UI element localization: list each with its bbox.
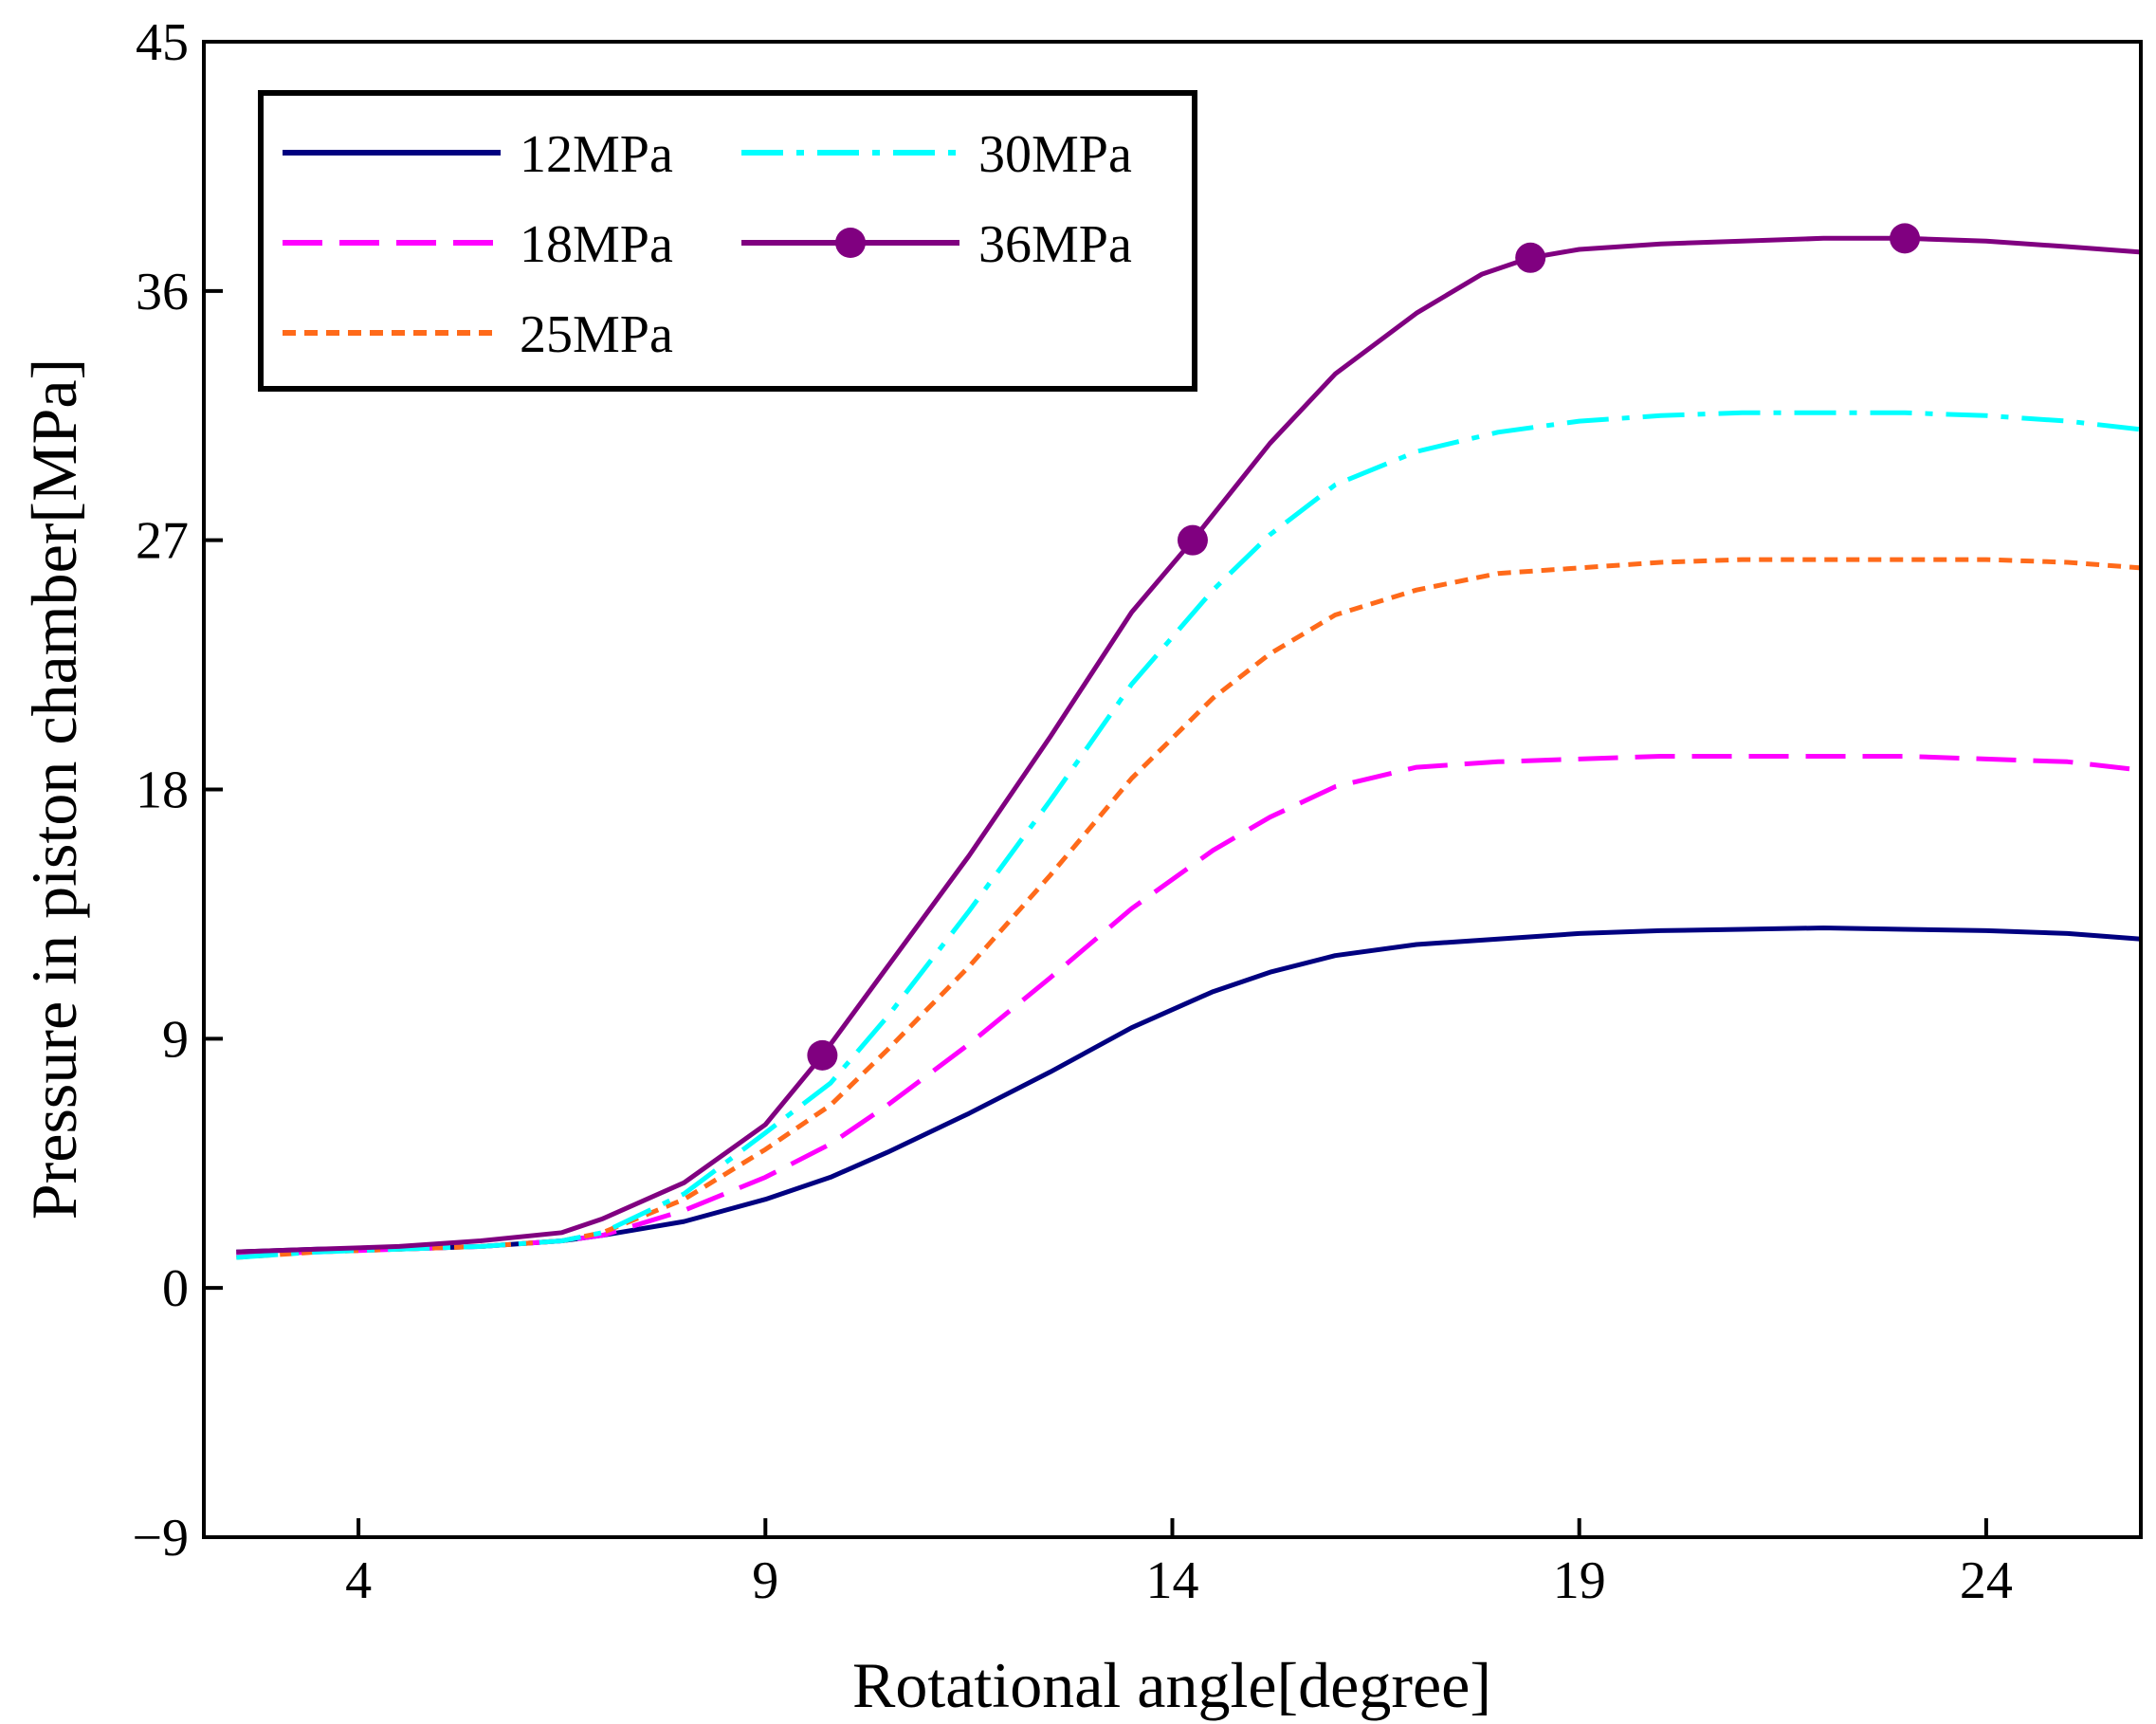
y-tick-label-18: 18 xyxy=(136,761,189,820)
x-axis-title: Rotational angle[degree] xyxy=(852,1649,1491,1721)
x-tick-label-24: 24 xyxy=(1960,1551,2013,1610)
series-line-30mpa xyxy=(236,410,2142,1260)
tick-layer: 4 9 14 19 24 −9 0 9 18 27 36 45 xyxy=(132,13,2012,1610)
legend-label-36mpa: 36MPa xyxy=(978,215,1132,274)
x-tick-label-14: 14 xyxy=(1146,1551,1199,1610)
legend-marker-36mpa xyxy=(835,228,866,258)
legend-label-25mpa: 25MPa xyxy=(520,305,673,364)
series-marker-36mpa-3 xyxy=(1890,223,1921,254)
y-tick-label-45: 45 xyxy=(136,13,189,72)
series-marker-36mpa-0 xyxy=(807,1039,838,1071)
y-axis-title: Pressure in piston chamber[MPa] xyxy=(18,358,90,1220)
legend-label-18mpa: 18MPa xyxy=(520,215,673,274)
series-marker-36mpa-1 xyxy=(1177,524,1208,556)
series-layer xyxy=(236,223,2142,1260)
legend-label-30mpa: 30MPa xyxy=(978,125,1132,184)
y-tick-label-36: 36 xyxy=(136,263,189,321)
legend-items: 12MPa 18MPa 25MPa 30MPa 36MPa xyxy=(283,125,1132,364)
x-tick-label-19: 19 xyxy=(1553,1551,1606,1610)
series-marker-36mpa-2 xyxy=(1515,242,1546,273)
y-tick-label--9: −9 xyxy=(132,1509,189,1568)
y-tick-label-27: 27 xyxy=(136,512,189,571)
x-tick-label-9: 9 xyxy=(752,1551,778,1610)
y-tick-label-9: 9 xyxy=(162,1010,189,1069)
legend: 12MPa 18MPa 25MPa 30MPa 36MPa xyxy=(258,90,1197,392)
series-line-18mpa xyxy=(236,754,2142,1257)
legend-label-12mpa: 12MPa xyxy=(520,125,673,184)
y-tick-label-0: 0 xyxy=(162,1259,189,1318)
x-tick-label-4: 4 xyxy=(345,1551,372,1610)
